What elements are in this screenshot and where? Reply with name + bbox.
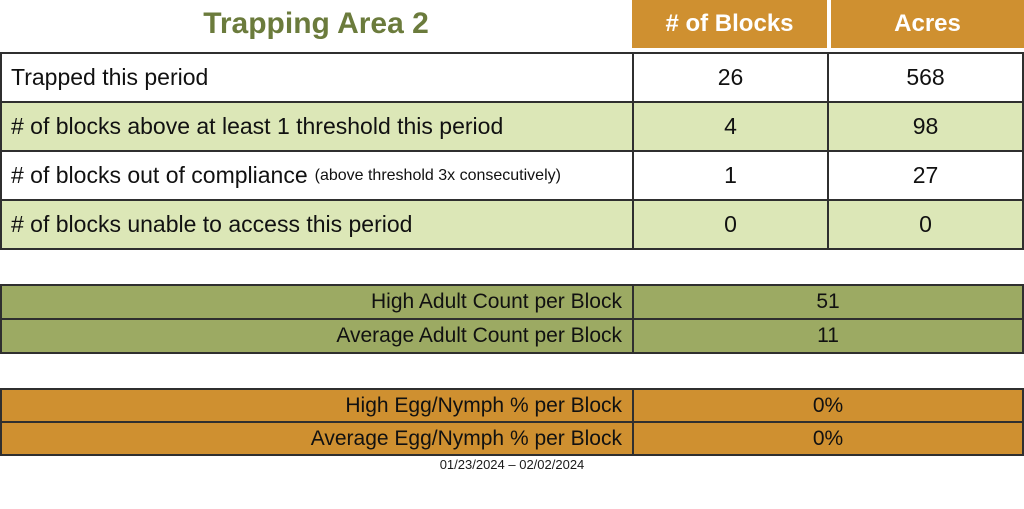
row-label: High Adult Count per Block xyxy=(371,290,622,313)
row-label: Average Adult Count per Block xyxy=(336,324,622,347)
report-title: Trapping Area 2 xyxy=(0,0,632,48)
acres-value: 568 xyxy=(827,54,1022,101)
table-row-above-threshold: # of blocks above at least 1 threshold t… xyxy=(2,101,1022,150)
acres-value: 98 xyxy=(827,103,1022,150)
row-note: (above threshold 3x consecutively) xyxy=(314,166,561,184)
row-value: 11 xyxy=(632,320,1022,352)
average-egg-nymph-row: Average Egg/Nymph % per Block 0% xyxy=(2,421,1022,454)
table-row-out-of-compliance: # of blocks out of compliance (above thr… xyxy=(2,150,1022,199)
row-label: # of blocks above at least 1 threshold t… xyxy=(11,113,504,139)
table-header-row: Trapping Area 2 # of Blocks Acres xyxy=(0,0,1024,48)
row-label: Average Egg/Nymph % per Block xyxy=(310,426,622,450)
blocks-value: 26 xyxy=(632,54,827,101)
col-header-acres: Acres xyxy=(827,0,1024,48)
col-header-blocks: # of Blocks xyxy=(632,0,827,48)
row-label: High Egg/Nymph % per Block xyxy=(345,393,622,417)
table-row-trapped: Trapped this period 26 568 xyxy=(2,54,1022,101)
adult-count-table: High Adult Count per Block 51 Average Ad… xyxy=(0,284,1024,354)
row-label: # of blocks out of compliance xyxy=(11,162,308,188)
table-row-unable-to-access: # of blocks unable to access this period… xyxy=(2,199,1022,248)
egg-nymph-table: High Egg/Nymph % per Block 0% Average Eg… xyxy=(0,388,1024,456)
row-value: 0% xyxy=(632,390,1022,421)
acres-value: 0 xyxy=(827,201,1022,248)
blocks-value: 4 xyxy=(632,103,827,150)
high-egg-nymph-row: High Egg/Nymph % per Block 0% xyxy=(2,390,1022,421)
row-value: 0% xyxy=(632,423,1022,454)
average-adult-count-row: Average Adult Count per Block 11 xyxy=(2,318,1022,352)
acres-value: 27 xyxy=(827,152,1022,199)
summary-table: Trapped this period 26 568 # of blocks a… xyxy=(0,52,1024,250)
blocks-value: 0 xyxy=(632,201,827,248)
row-value: 51 xyxy=(632,286,1022,318)
blocks-value: 1 xyxy=(632,152,827,199)
row-label: Trapped this period xyxy=(11,64,209,90)
high-adult-count-row: High Adult Count per Block 51 xyxy=(2,286,1022,318)
row-label: # of blocks unable to access this period xyxy=(11,211,413,237)
date-range: 01/23/2024 – 02/02/2024 xyxy=(439,457,585,472)
